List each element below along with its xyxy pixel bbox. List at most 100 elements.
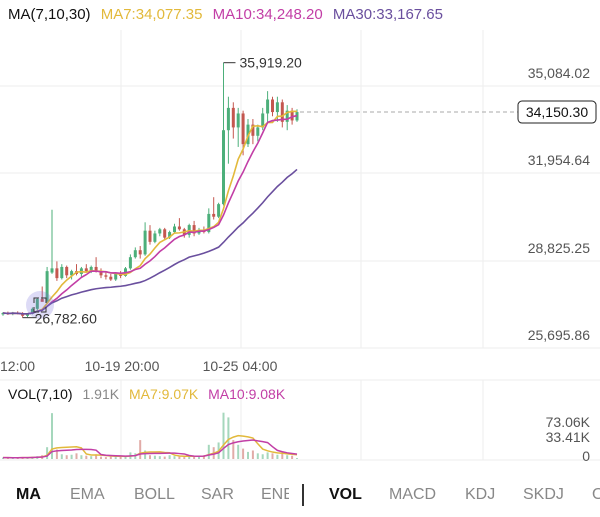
volume-bar <box>65 455 68 459</box>
volume-bar <box>149 455 151 459</box>
candle-body <box>138 250 142 255</box>
vol-ma10-value: MA10:9.08K <box>208 386 286 402</box>
candle-body <box>50 268 54 273</box>
tab-ema[interactable]: EMA <box>70 486 105 503</box>
price-axis-label: 31,954.64 <box>528 152 590 168</box>
tab-ene[interactable]: ENE <box>261 486 289 503</box>
candle-body <box>222 130 225 205</box>
tab-skdj[interactable]: SKDJ <box>523 486 564 503</box>
price-axis-label: 35,084.02 <box>528 65 590 81</box>
volume-bar <box>281 453 284 459</box>
volume-bar <box>232 440 235 459</box>
candle-body <box>271 99 274 113</box>
volume-bar <box>85 455 88 459</box>
indicator-tabs: MA EMA BOLL SAR ENE VOL MACD KDJ SKDJ O <box>0 480 600 510</box>
volume-bar <box>153 455 156 459</box>
candle-body <box>65 266 69 276</box>
volume-bar <box>193 456 196 459</box>
ma-legend: MA(7,10,30) MA7:34,077.35 MA10:34,248.20… <box>8 6 449 23</box>
tab-boll[interactable]: BOLL <box>134 486 175 503</box>
volume-bar <box>276 454 279 459</box>
volume-bar <box>237 444 240 459</box>
ma-legend-title: MA(7,10,30) <box>8 6 91 23</box>
tab-separator <box>302 484 304 506</box>
candle-body <box>128 257 132 269</box>
candle-body <box>261 113 265 128</box>
volume-bar <box>207 444 210 459</box>
current-price-label: 34,150.30 <box>526 104 588 120</box>
candle-body <box>133 250 137 258</box>
volume-bar <box>183 457 186 459</box>
candle-body <box>21 313 25 316</box>
candle-body <box>94 266 98 272</box>
candle-body <box>251 124 255 136</box>
volume-bar <box>198 456 200 459</box>
ma7-value: MA7:34,077.35 <box>100 6 203 23</box>
candle-body <box>114 273 118 280</box>
candle-body <box>153 233 157 242</box>
time-axis-label: 12:00 <box>0 358 35 374</box>
candle-body <box>285 110 289 122</box>
candle-body <box>266 99 270 114</box>
tab-more[interactable]: O <box>592 486 600 503</box>
volume-bar <box>119 456 122 459</box>
volume-bar <box>114 457 117 459</box>
volume-bar <box>158 456 161 459</box>
candle-body <box>26 313 29 316</box>
candle-body <box>45 271 49 302</box>
volume-bar <box>261 454 264 459</box>
low-price-label: 26,782.60 <box>35 311 97 327</box>
candles <box>1 62 299 318</box>
candle-body <box>40 299 44 302</box>
tab-ma[interactable]: MA <box>16 486 41 503</box>
volume-bar <box>251 450 254 459</box>
candle-body <box>231 107 235 128</box>
volume-bar <box>227 417 230 459</box>
volume-bar <box>202 455 205 459</box>
volume-axis-label: 33.41K <box>546 429 591 445</box>
candle-body <box>143 230 147 255</box>
candle-body <box>207 213 211 233</box>
candle-body <box>168 232 172 238</box>
volume-bar <box>80 455 83 459</box>
volume-bar <box>75 453 78 459</box>
candle-body <box>217 204 221 217</box>
candle-body <box>89 266 93 272</box>
vol-current: 1.91K <box>82 386 120 402</box>
vol-legend: VOL(7,10) 1.91K MA7:9.07K MA10:9.08K <box>8 386 291 402</box>
volume-bar <box>271 453 274 459</box>
candle-body <box>226 107 230 131</box>
volume-bar <box>178 456 181 459</box>
candle-body <box>280 102 284 122</box>
volume-bar <box>144 450 147 459</box>
volume-bar <box>109 456 112 459</box>
tab-vol[interactable]: VOL <box>329 486 362 503</box>
volume-bar <box>168 455 171 459</box>
volume-bar <box>256 453 259 459</box>
candlestick-chart[interactable]: 35,084.02 31,954.64 28,825.25 25,695.86 12:0… <box>0 0 600 478</box>
high-price-label: 35,919.20 <box>240 55 302 71</box>
current-price-box <box>517 100 597 124</box>
candle-body <box>177 226 181 230</box>
candle-body <box>70 271 74 276</box>
time-axis-label: 10-19 20:00 <box>85 358 160 374</box>
tab-kdj[interactable]: KDJ <box>465 486 496 503</box>
volume-bar <box>163 456 166 459</box>
candle-body <box>256 127 260 136</box>
vol-legend-title: VOL(7,10) <box>8 386 73 402</box>
volume-bar <box>247 451 249 459</box>
volume-bar <box>55 449 58 459</box>
price-axis-label: 25,695.86 <box>528 327 590 343</box>
volume-bar <box>124 456 127 459</box>
candle-body <box>104 275 108 277</box>
candle-body <box>60 266 64 279</box>
tab-sar[interactable]: SAR <box>201 486 234 503</box>
tab-macd[interactable]: MACD <box>389 486 437 503</box>
grid <box>0 30 600 461</box>
candle-body <box>275 102 279 113</box>
candle-body <box>35 299 39 309</box>
volume-bar <box>173 456 176 459</box>
ma10-line <box>2 114 298 315</box>
volume-bar <box>296 458 298 459</box>
candle-body <box>236 113 240 128</box>
